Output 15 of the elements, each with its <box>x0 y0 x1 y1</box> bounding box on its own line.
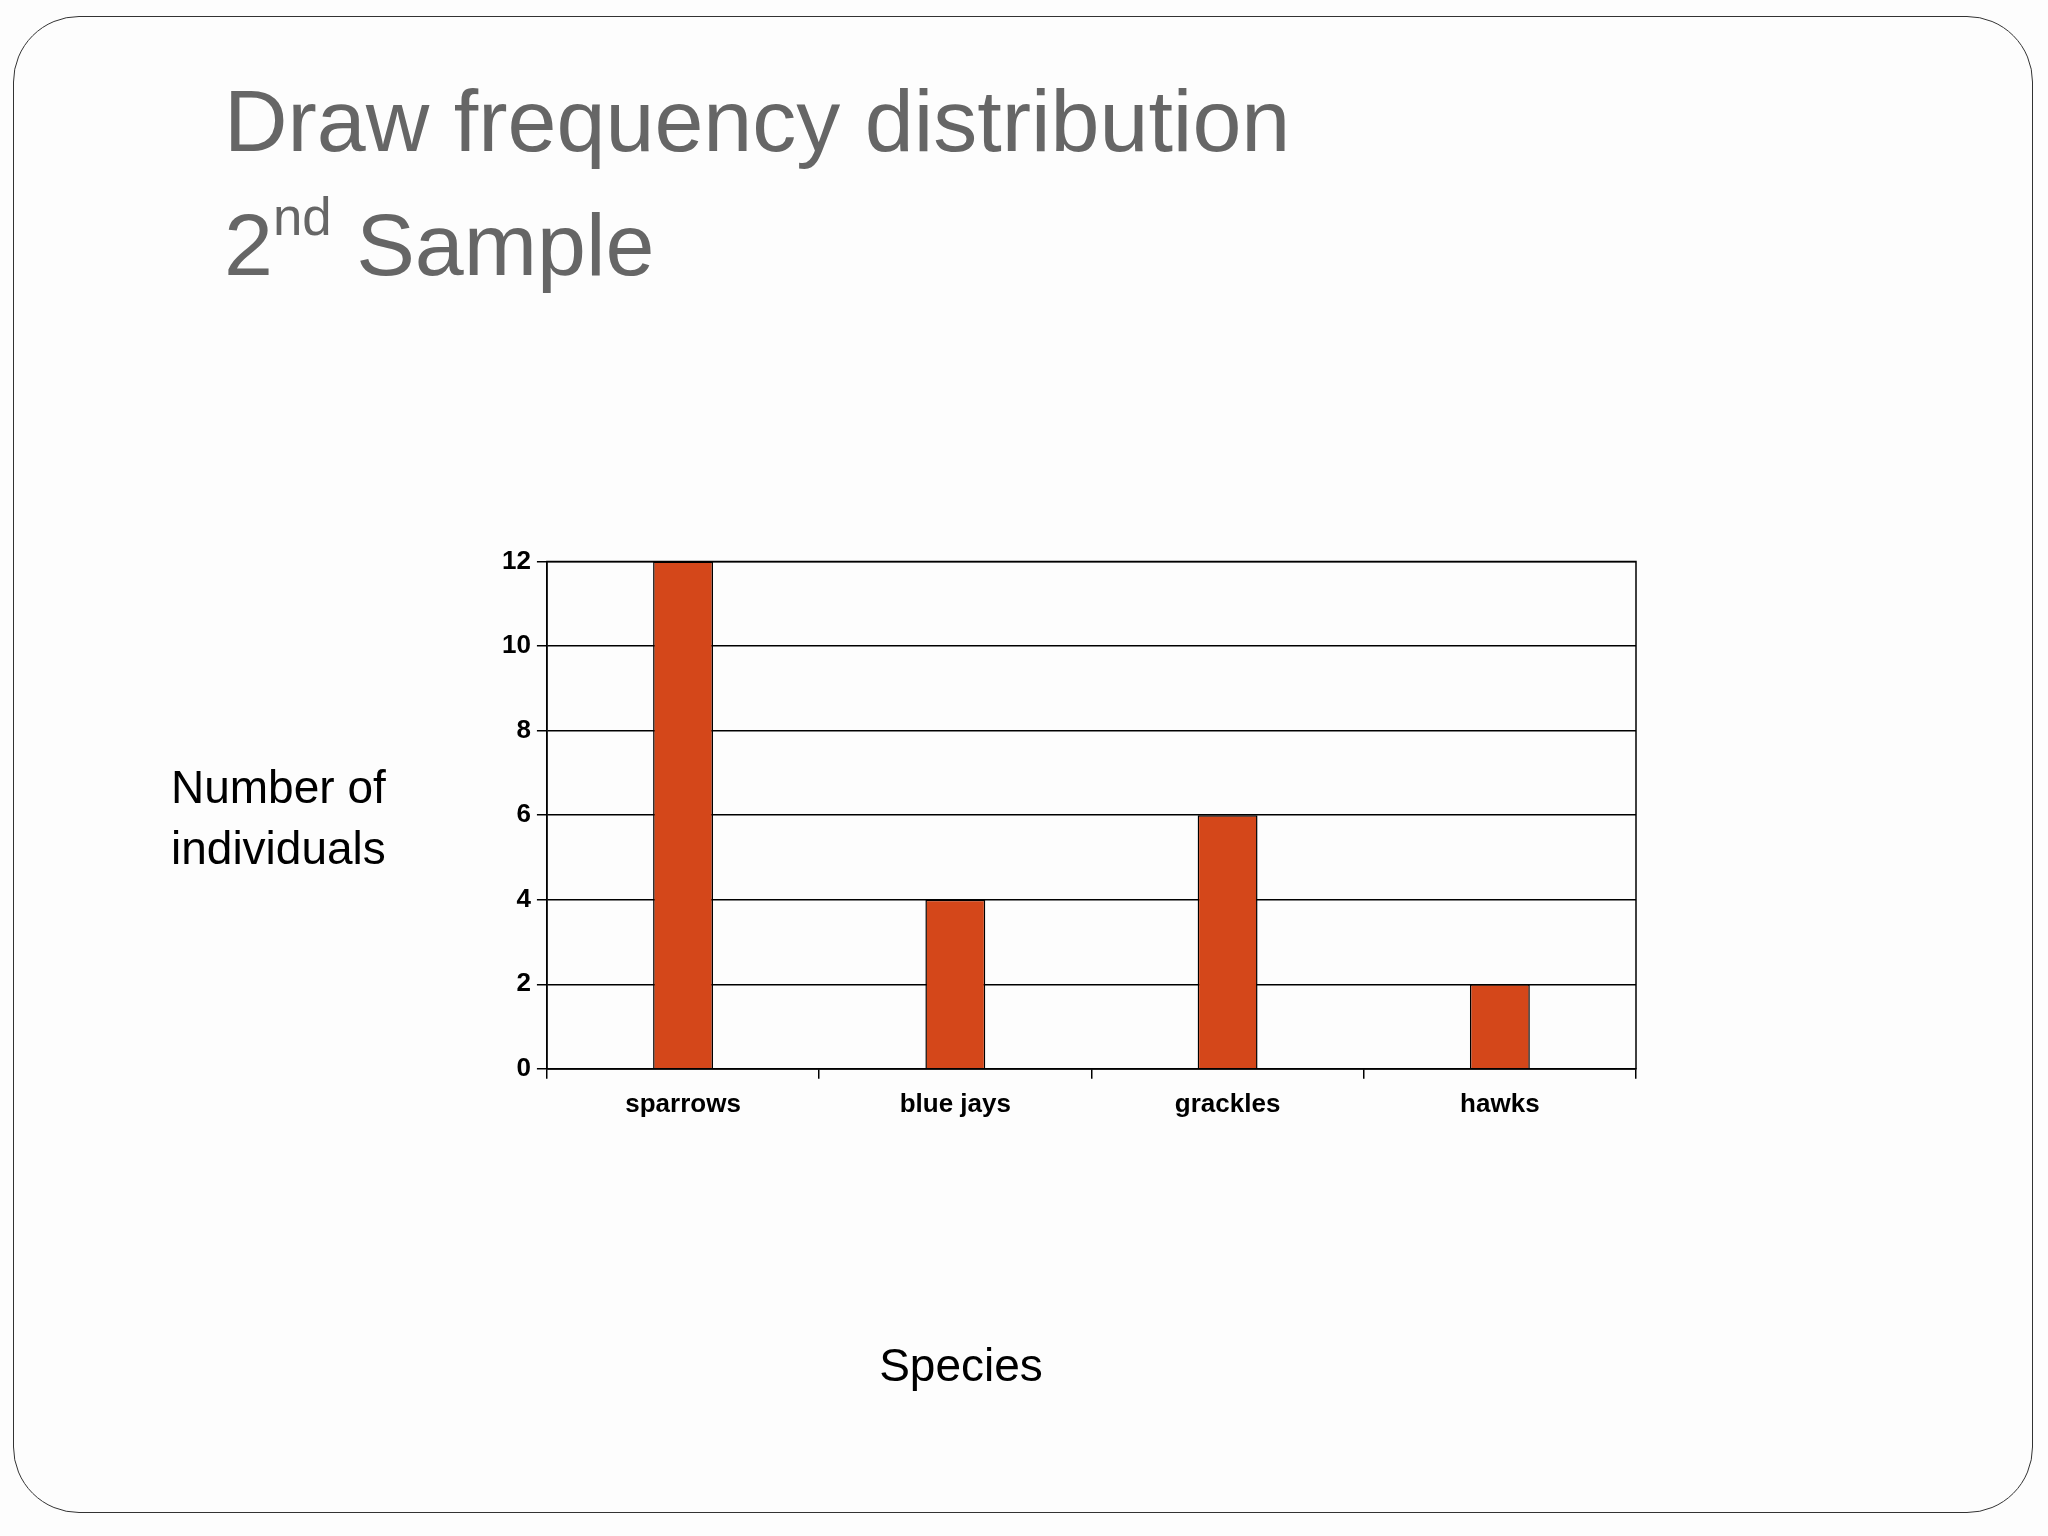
chart-subtitle: 2$^{nd}$ Sample <box>224 186 655 296</box>
x-tick-label: grackles <box>1174 1087 1281 1118</box>
chart-title: Draw frequency distribution <box>224 70 1291 172</box>
y-tick-label: 8 <box>516 713 531 744</box>
x-tick-label: sparrows <box>625 1087 741 1118</box>
x-tick-label: blue jays <box>899 1087 1011 1118</box>
y-axis-title: Number of individuals <box>171 760 387 876</box>
y-tick-label: 0 <box>516 1051 531 1082</box>
y-tick-label: 2 <box>516 967 531 998</box>
y-tick-label: 10 <box>502 629 531 660</box>
x-axis-title: Species <box>878 1338 1044 1393</box>
y-tick-label: 6 <box>516 798 531 829</box>
y-tick-label: 4 <box>516 882 532 913</box>
y-tick-label: 12 <box>502 544 531 575</box>
x-tick-label: hawks <box>1460 1087 1540 1118</box>
